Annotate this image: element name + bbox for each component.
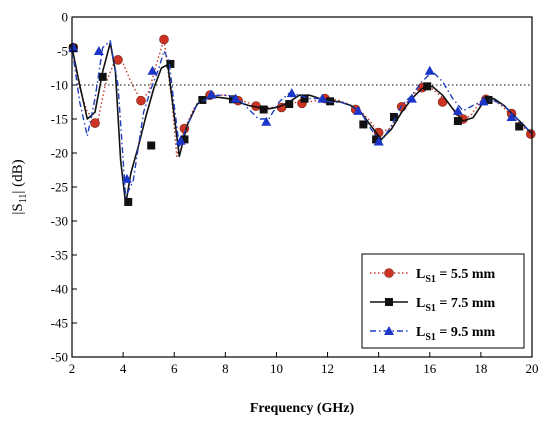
series-layer xyxy=(68,34,536,206)
series-3-point xyxy=(452,105,463,115)
y-axis-title-sub: 11 xyxy=(18,194,29,204)
y-tick-label: -5 xyxy=(57,44,68,59)
series-2-point xyxy=(515,122,524,131)
series-3-point xyxy=(206,89,217,99)
x-tick-label: 12 xyxy=(321,361,334,376)
legend-label-3-rest: = 9.5 mm xyxy=(436,325,496,340)
series-2-line xyxy=(71,42,533,205)
series-2-point xyxy=(390,112,398,121)
y-tick-label: -30 xyxy=(51,214,68,229)
x-tick-label: 20 xyxy=(526,361,539,376)
series-3-point xyxy=(93,46,104,55)
series-3-point xyxy=(478,96,489,106)
series-3-point xyxy=(424,65,435,75)
x-tick-label: 4 xyxy=(120,361,127,376)
legend-label-3-main: L xyxy=(416,325,425,340)
series-2-point xyxy=(300,94,309,103)
legend-marker-3-symbol xyxy=(384,326,394,335)
legend-entry-1: LS1 = 5.5 mm xyxy=(370,267,496,285)
legend: LS1 = 5.5 mm LS1 = 7.5 mm LS1 = 9.5 mm xyxy=(361,253,525,349)
x-tick-label: 10 xyxy=(270,361,283,376)
series-2-point xyxy=(124,197,133,206)
series-1-point xyxy=(525,129,536,139)
y-axis-title: |S11| (dB) xyxy=(10,159,29,214)
legend-label-2-sub: S1 xyxy=(425,303,436,314)
series-1-point xyxy=(136,95,146,106)
series-3-point xyxy=(121,173,132,183)
legend-label-1-main: L xyxy=(416,267,425,282)
y-tick-label: -15 xyxy=(51,112,68,127)
series-3-point xyxy=(406,93,417,103)
series-2-point xyxy=(98,72,107,81)
legend-marker-3 xyxy=(384,326,394,335)
legend-label-2: LS1 = 7.5 mm xyxy=(416,296,496,314)
y-tick-label: -20 xyxy=(51,146,68,161)
series-2-point xyxy=(359,120,368,129)
series-3-point xyxy=(147,65,158,75)
y-tick-label: -40 xyxy=(51,282,68,297)
x-tick-label: 2 xyxy=(69,361,76,376)
x-axis-title: Frequency (GHz) xyxy=(250,401,355,416)
series-2-point xyxy=(453,117,462,126)
legend-label-3-sub: S1 xyxy=(425,332,436,343)
series-2-point xyxy=(198,95,207,104)
legend-marker-2-symbol xyxy=(385,298,393,306)
series-3-point xyxy=(230,93,241,103)
y-tick-label: -25 xyxy=(51,180,68,195)
ticks-layer: 2 4 6 8 10 12 14 16 18 20 0 -5 -10 -15 -20 -25 -30 -35 -40… xyxy=(51,10,539,377)
series-1-point xyxy=(90,118,100,128)
y-tick-label: -35 xyxy=(51,248,68,263)
series-3 xyxy=(68,40,533,198)
legend-marker-1 xyxy=(384,268,394,278)
series-2-point xyxy=(372,135,381,144)
series-2-point xyxy=(259,105,268,114)
legend-label-2-main: L xyxy=(416,296,425,311)
series-3-point xyxy=(68,42,79,52)
y-tick-label: -50 xyxy=(51,350,68,365)
series-2-point xyxy=(166,59,175,68)
legend-label-3: LS1 = 9.5 mm xyxy=(416,325,496,343)
series-2-point xyxy=(147,141,156,150)
series-3-point xyxy=(175,135,186,145)
y-axis-title-suffix: | (dB) xyxy=(10,159,26,193)
series-3-point xyxy=(286,88,297,98)
legend-label-1: LS1 = 5.5 mm xyxy=(416,267,496,285)
legend-entry-2: LS1 = 7.5 mm xyxy=(370,296,496,314)
y-axis-title-prefix: |S xyxy=(10,203,26,214)
y-tick-label: -45 xyxy=(51,316,68,331)
legend-marker-1-symbol xyxy=(384,268,394,278)
series-2-point xyxy=(423,82,432,91)
series-2 xyxy=(69,42,533,206)
series-3-line xyxy=(71,40,533,198)
series-2-point xyxy=(180,135,189,144)
series-3-point xyxy=(506,111,517,121)
legend-entry-3: LS1 = 9.5 mm xyxy=(370,325,496,343)
legend-label-2-rest: = 7.5 mm xyxy=(436,296,496,311)
y-tick-label: 0 xyxy=(62,10,69,25)
legend-label-1-sub: S1 xyxy=(425,274,436,285)
series-3-point xyxy=(373,136,384,146)
series-3-point xyxy=(317,93,328,103)
y-tick-label: -10 xyxy=(51,78,68,93)
legend-marker-2 xyxy=(385,298,393,306)
series-2-point xyxy=(285,100,294,109)
x-tick-label: 16 xyxy=(423,361,437,376)
series-2-point xyxy=(484,95,493,104)
legend-label-1-rest: = 5.5 mm xyxy=(436,267,496,282)
series-3-point xyxy=(261,116,272,126)
x-tick-label: 18 xyxy=(474,361,487,376)
series-3-point xyxy=(353,105,364,115)
x-tick-label: 14 xyxy=(372,361,386,376)
x-tick-label: 8 xyxy=(222,361,229,376)
x-tick-label: 6 xyxy=(171,361,178,376)
series-1-point xyxy=(159,34,169,45)
